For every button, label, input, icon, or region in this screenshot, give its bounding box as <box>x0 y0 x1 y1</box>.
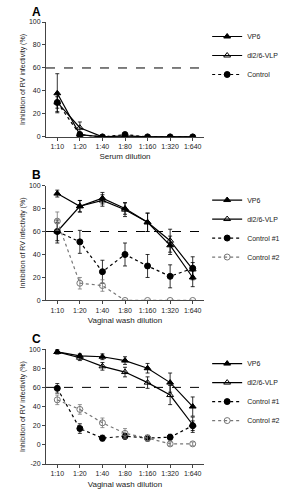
svg-text:100: 100 <box>29 18 41 25</box>
svg-text:40: 40 <box>33 251 41 258</box>
svg-text:Control: Control <box>247 71 270 78</box>
svg-text:1:160: 1:160 <box>139 470 157 477</box>
svg-text:Control #1: Control #1 <box>247 235 279 242</box>
svg-text:0: 0 <box>37 297 41 304</box>
svg-text:20: 20 <box>33 422 41 429</box>
svg-text:0: 0 <box>37 133 41 140</box>
svg-text:Vaginal wash dilution: Vaginal wash dilution <box>88 480 163 489</box>
svg-text:Control #1: Control #1 <box>247 398 279 405</box>
svg-text:dl2/6-VLP: dl2/6-VLP <box>247 52 278 59</box>
svg-text:0: 0 <box>37 441 41 448</box>
svg-text:Control #2: Control #2 <box>247 417 279 424</box>
svg-text:20: 20 <box>33 110 41 117</box>
svg-text:1:80: 1:80 <box>118 470 132 477</box>
svg-text:100: 100 <box>29 346 41 353</box>
svg-text:40: 40 <box>33 403 41 410</box>
svg-text:VP6: VP6 <box>247 360 260 367</box>
svg-text:Inhibition of RV infectivity (: Inhibition of RV infectivity (%) <box>19 34 27 125</box>
svg-text:1:40: 1:40 <box>96 470 110 477</box>
svg-text:A: A <box>32 5 41 19</box>
svg-text:80: 80 <box>33 365 41 372</box>
svg-text:1:640: 1:640 <box>184 143 202 150</box>
svg-text:Inhibition of RV infectivity (: Inhibition of RV infectivity (%) <box>19 198 27 289</box>
svg-text:Vaginal wash dilution: Vaginal wash dilution <box>88 316 163 325</box>
svg-text:VP6: VP6 <box>247 197 260 204</box>
svg-text:C: C <box>32 332 41 346</box>
svg-text:1:10: 1:10 <box>50 307 64 314</box>
svg-text:dl2/6-VLP: dl2/6-VLP <box>247 216 278 223</box>
svg-text:-20: -20 <box>30 460 40 467</box>
svg-text:60: 60 <box>33 384 41 391</box>
svg-text:100: 100 <box>29 182 41 189</box>
svg-text:1:320: 1:320 <box>161 307 179 314</box>
svg-text:60: 60 <box>33 228 41 235</box>
svg-text:60: 60 <box>33 64 41 71</box>
svg-text:1:20: 1:20 <box>73 143 87 150</box>
svg-text:1:40: 1:40 <box>96 307 110 314</box>
svg-text:80: 80 <box>33 41 41 48</box>
svg-text:1:160: 1:160 <box>139 307 157 314</box>
svg-text:1:640: 1:640 <box>184 470 202 477</box>
svg-text:1:20: 1:20 <box>73 470 87 477</box>
svg-text:Control #2: Control #2 <box>247 254 279 261</box>
svg-text:1:20: 1:20 <box>73 307 87 314</box>
svg-text:40: 40 <box>33 87 41 94</box>
svg-text:VP6: VP6 <box>247 33 260 40</box>
svg-text:1:640: 1:640 <box>184 307 202 314</box>
svg-text:Serum dilution: Serum dilution <box>99 152 150 161</box>
svg-text:Inhibition of RV infectivity (: Inhibition of RV infectivity (%) <box>19 361 27 452</box>
svg-text:80: 80 <box>33 205 41 212</box>
svg-text:1:320: 1:320 <box>161 143 179 150</box>
svg-text:1:80: 1:80 <box>118 143 132 150</box>
svg-text:1:80: 1:80 <box>118 307 132 314</box>
svg-text:1:40: 1:40 <box>96 143 110 150</box>
svg-text:1:10: 1:10 <box>50 143 64 150</box>
svg-text:20: 20 <box>33 274 41 281</box>
svg-text:1:10: 1:10 <box>50 470 64 477</box>
svg-text:B: B <box>32 168 41 182</box>
svg-text:dl2/6-VLP: dl2/6-VLP <box>247 379 278 386</box>
svg-text:1:160: 1:160 <box>139 143 157 150</box>
svg-text:1:320: 1:320 <box>161 470 179 477</box>
